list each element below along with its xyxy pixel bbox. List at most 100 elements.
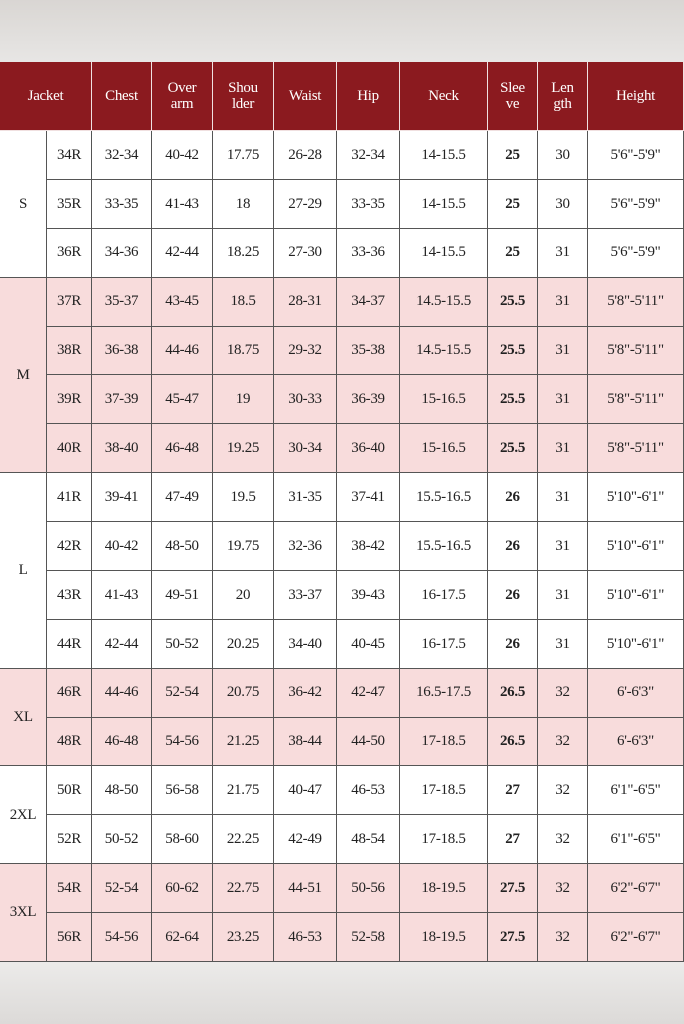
data-cell: 42-44: [152, 228, 213, 278]
cell-text: 15-16.5: [421, 391, 466, 408]
data-cell: 30-33: [274, 375, 337, 425]
header-cell: Chest: [92, 62, 152, 131]
cell-text: 45-47: [165, 391, 199, 408]
data-cell: 45-47: [152, 375, 213, 425]
cell-text: 42-49: [288, 831, 322, 848]
cell-text: 21.25: [226, 733, 260, 750]
data-cell: 39-41: [92, 473, 152, 523]
data-cell: 15-16.5: [400, 424, 488, 474]
data-cell: 46-53: [274, 913, 337, 962]
cell-text: 15-16.5: [421, 439, 466, 456]
data-cell: 40-47: [274, 766, 337, 816]
cell-text: M: [16, 366, 30, 383]
cell-text: 18.5: [230, 293, 256, 310]
cell-text: Chest: [105, 87, 138, 104]
cell-text: 40-42: [165, 146, 199, 163]
cell-text: 44-46: [165, 342, 199, 359]
data-cell: 17.75: [213, 131, 274, 180]
cell-text: 3XL: [9, 904, 37, 921]
cell-text: 33-36: [351, 244, 385, 261]
cell-text: 27.5: [499, 928, 526, 945]
data-cell: 20.75: [213, 668, 274, 718]
size-cell: M: [0, 277, 47, 474]
data-cell: 27: [488, 766, 538, 816]
data-cell: 47-49: [152, 473, 213, 523]
cell-text: 46-53: [351, 782, 385, 799]
data-cell: 35R: [47, 179, 92, 229]
cell-text: 54-56: [104, 928, 139, 945]
data-cell: 31: [538, 522, 588, 571]
data-cell: 5'8"-5'11": [588, 375, 684, 425]
data-cell: 15.5-16.5: [400, 473, 488, 523]
cell-text: 43-45: [165, 293, 199, 310]
cell-text: Height: [615, 87, 656, 104]
header-cell: Over arm: [152, 62, 213, 131]
cell-text: Hip: [357, 87, 379, 104]
data-cell: 26: [488, 570, 538, 620]
cell-text: 30: [555, 195, 570, 212]
data-cell: 33-36: [337, 228, 400, 278]
cell-text: 44-46: [104, 684, 139, 701]
data-cell: 16.5-17.5: [400, 668, 488, 718]
data-cell: 19: [213, 375, 274, 425]
cell-text: 28-31: [288, 293, 322, 310]
cell-text: Len: [551, 79, 574, 96]
cell-text: 50-56: [351, 879, 385, 896]
cell-text: 5'10"-6'1": [606, 488, 665, 505]
cell-text: 42-44: [104, 635, 139, 652]
data-cell: 19.25: [213, 424, 274, 474]
data-cell: 15-16.5: [400, 375, 488, 425]
data-cell: 25: [488, 179, 538, 229]
data-cell: 19.5: [213, 473, 274, 523]
cell-text: 32: [555, 928, 570, 945]
data-cell: 32: [538, 864, 588, 914]
data-cell: 54-56: [152, 717, 213, 767]
data-cell: 33-35: [337, 179, 400, 229]
cell-text: 26: [505, 537, 520, 554]
data-cell: 15.5-16.5: [400, 522, 488, 571]
cell-text: 19.25: [226, 439, 260, 456]
data-cell: 38-40: [92, 424, 152, 474]
cell-text: 27: [505, 782, 520, 799]
header-cell: Slee ve: [488, 62, 538, 131]
cell-text: 41-43: [165, 195, 199, 212]
data-cell: 52-54: [152, 668, 213, 718]
data-cell: 54-56: [92, 913, 152, 962]
cell-text: 30: [555, 146, 570, 163]
cell-text: 37-41: [351, 488, 385, 505]
data-cell: 31: [538, 277, 588, 327]
cell-text: 16-17.5: [421, 586, 466, 603]
cell-text: 5'8"-5'11": [607, 391, 664, 408]
data-cell: 42-49: [274, 815, 337, 865]
data-cell: 26-28: [274, 131, 337, 180]
data-cell: 40-45: [337, 619, 400, 669]
data-cell: 44R: [47, 619, 92, 669]
data-cell: 32-36: [274, 522, 337, 571]
data-cell: 34-36: [92, 228, 152, 278]
cell-text: 6'2"-6'7": [610, 928, 661, 945]
cell-text: 32-34: [104, 146, 139, 163]
cell-text: 27: [505, 831, 520, 848]
cell-text: 41-43: [104, 586, 139, 603]
data-cell: 14-15.5: [400, 228, 488, 278]
data-cell: 5'10"-6'1": [588, 570, 684, 620]
data-cell: 39R: [47, 375, 92, 425]
data-cell: 50-52: [152, 619, 213, 669]
size-cell: 2XL: [0, 766, 47, 865]
cell-text: 26-28: [288, 146, 322, 163]
data-cell: 18: [213, 179, 274, 229]
cell-text: 18-19.5: [421, 879, 466, 896]
data-cell: 31: [538, 228, 588, 278]
size-cell: XL: [0, 668, 47, 767]
size-cell: 3XL: [0, 864, 47, 962]
data-cell: 50R: [47, 766, 92, 816]
cell-text: 34R: [56, 146, 82, 163]
data-cell: 14.5-15.5: [400, 326, 488, 376]
cell-text: Neck: [428, 87, 459, 104]
header-cell: Neck: [400, 62, 488, 131]
cell-text: 22.75: [226, 879, 260, 896]
cell-text: 15.5-16.5: [416, 537, 471, 554]
cell-text: 40R: [56, 439, 82, 456]
cell-text: 50-52: [104, 831, 139, 848]
cell-text: 31: [555, 244, 570, 261]
